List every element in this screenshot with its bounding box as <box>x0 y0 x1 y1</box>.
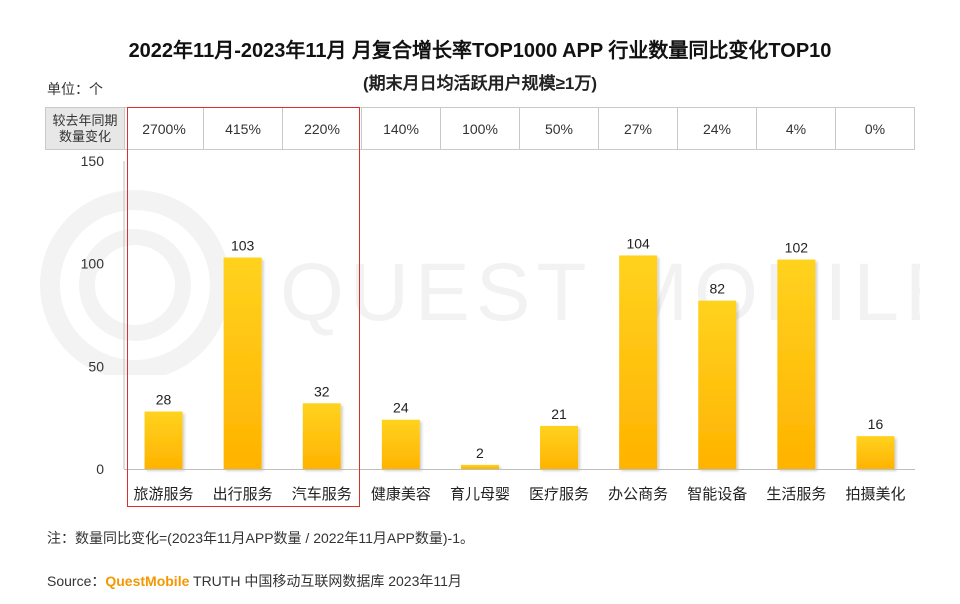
chart-subtitle: (期末月日均活跃用户规模≥1万) <box>362 74 598 93</box>
bars: 28 103 32 24 2 21 104 82 102 16 <box>144 235 895 469</box>
data-label-4: 24 <box>393 400 409 416</box>
x-tick-label-10: 拍摄美化 <box>845 486 905 503</box>
footnote: 注：数量同比变化=(2023年11月APP数量 / 2022年11月APP数量)… <box>47 530 474 546</box>
bar-8 <box>698 300 737 469</box>
x-tick-label-9: 生活服务 <box>766 486 826 503</box>
bar-9 <box>777 259 816 469</box>
change-cell-4: 140% <box>361 107 441 150</box>
bar-1 <box>144 411 183 469</box>
data-label-2: 103 <box>231 238 255 254</box>
change-cell-9: 4% <box>756 107 836 150</box>
source-rest: TRUTH 中国移动互联网数据库 2023年11月 <box>189 573 462 589</box>
source-brand: QuestMobile <box>105 573 190 589</box>
x-tick-label-1: 旅游服务 <box>134 486 194 503</box>
source-line: Source：QuestMobile TRUTH 中国移动互联网数据库 2023… <box>47 571 462 591</box>
change-cell-10: 0% <box>835 107 915 150</box>
yoy-change-row: 较去年同期 数量变化 2700% 415% 220% 140% 100% 50%… <box>45 107 915 150</box>
change-cell-2: 415% <box>203 107 283 150</box>
change-cell-7: 27% <box>598 107 678 150</box>
x-tick-label-8: 智能设备 <box>687 485 747 503</box>
yoy-change-row-header: 较去年同期 数量变化 <box>45 107 125 150</box>
chart-title: 2022年11月-2023年11月 月复合增长率TOP1000 APP 行业数量… <box>128 40 832 62</box>
change-cell-8: 24% <box>677 107 757 150</box>
data-label-5: 2 <box>476 445 484 461</box>
row-header-line-2: 数量变化 <box>58 128 111 144</box>
x-tick-label-5: 育儿母婴 <box>450 486 510 503</box>
unit-label: 单位：个 <box>47 81 103 97</box>
bar-7 <box>619 255 658 469</box>
x-tick-label-4: 健康美容 <box>371 486 431 503</box>
x-tick-label-3: 汽车服务 <box>292 486 352 503</box>
bar-4 <box>381 419 420 469</box>
data-label-6: 21 <box>551 406 567 422</box>
y-tick-label: 50 <box>88 358 104 374</box>
data-label-1: 28 <box>156 392 172 408</box>
y-tick-label: 0 <box>96 461 104 477</box>
x-tick-label-6: 医疗服务 <box>529 486 589 503</box>
bar-5 <box>460 464 499 469</box>
bar-3 <box>302 403 341 469</box>
y-tick-label: 100 <box>81 256 105 272</box>
y-tick-label: 150 <box>81 153 105 169</box>
source-prefix: Source： <box>47 573 106 589</box>
data-label-7: 104 <box>626 235 650 251</box>
x-tick-label-7: 办公商务 <box>608 486 668 503</box>
bar-6 <box>540 425 579 469</box>
y-axis: 0 50 100 150 <box>81 153 125 477</box>
data-label-8: 82 <box>709 281 725 297</box>
bar-2 <box>223 257 262 469</box>
change-cell-6: 50% <box>519 107 599 150</box>
change-cell-3: 220% <box>282 107 362 150</box>
bar-10 <box>856 436 895 469</box>
row-header-line-1: 较去年同期 <box>52 112 118 128</box>
data-label-10: 16 <box>868 416 884 432</box>
x-tick-label-2: 出行服务 <box>213 486 273 503</box>
x-axis: 旅游服务 出行服务 汽车服务 健康美容 育儿母婴 医疗服务 办公商务 智能设备 生活服务 拍摄美化 <box>124 469 915 503</box>
data-label-9: 102 <box>785 240 809 256</box>
yoy-change-table: 较去年同期 数量变化 2700% 415% 220% 140% 100% 50%… <box>45 107 915 150</box>
data-label-3: 32 <box>314 383 330 399</box>
